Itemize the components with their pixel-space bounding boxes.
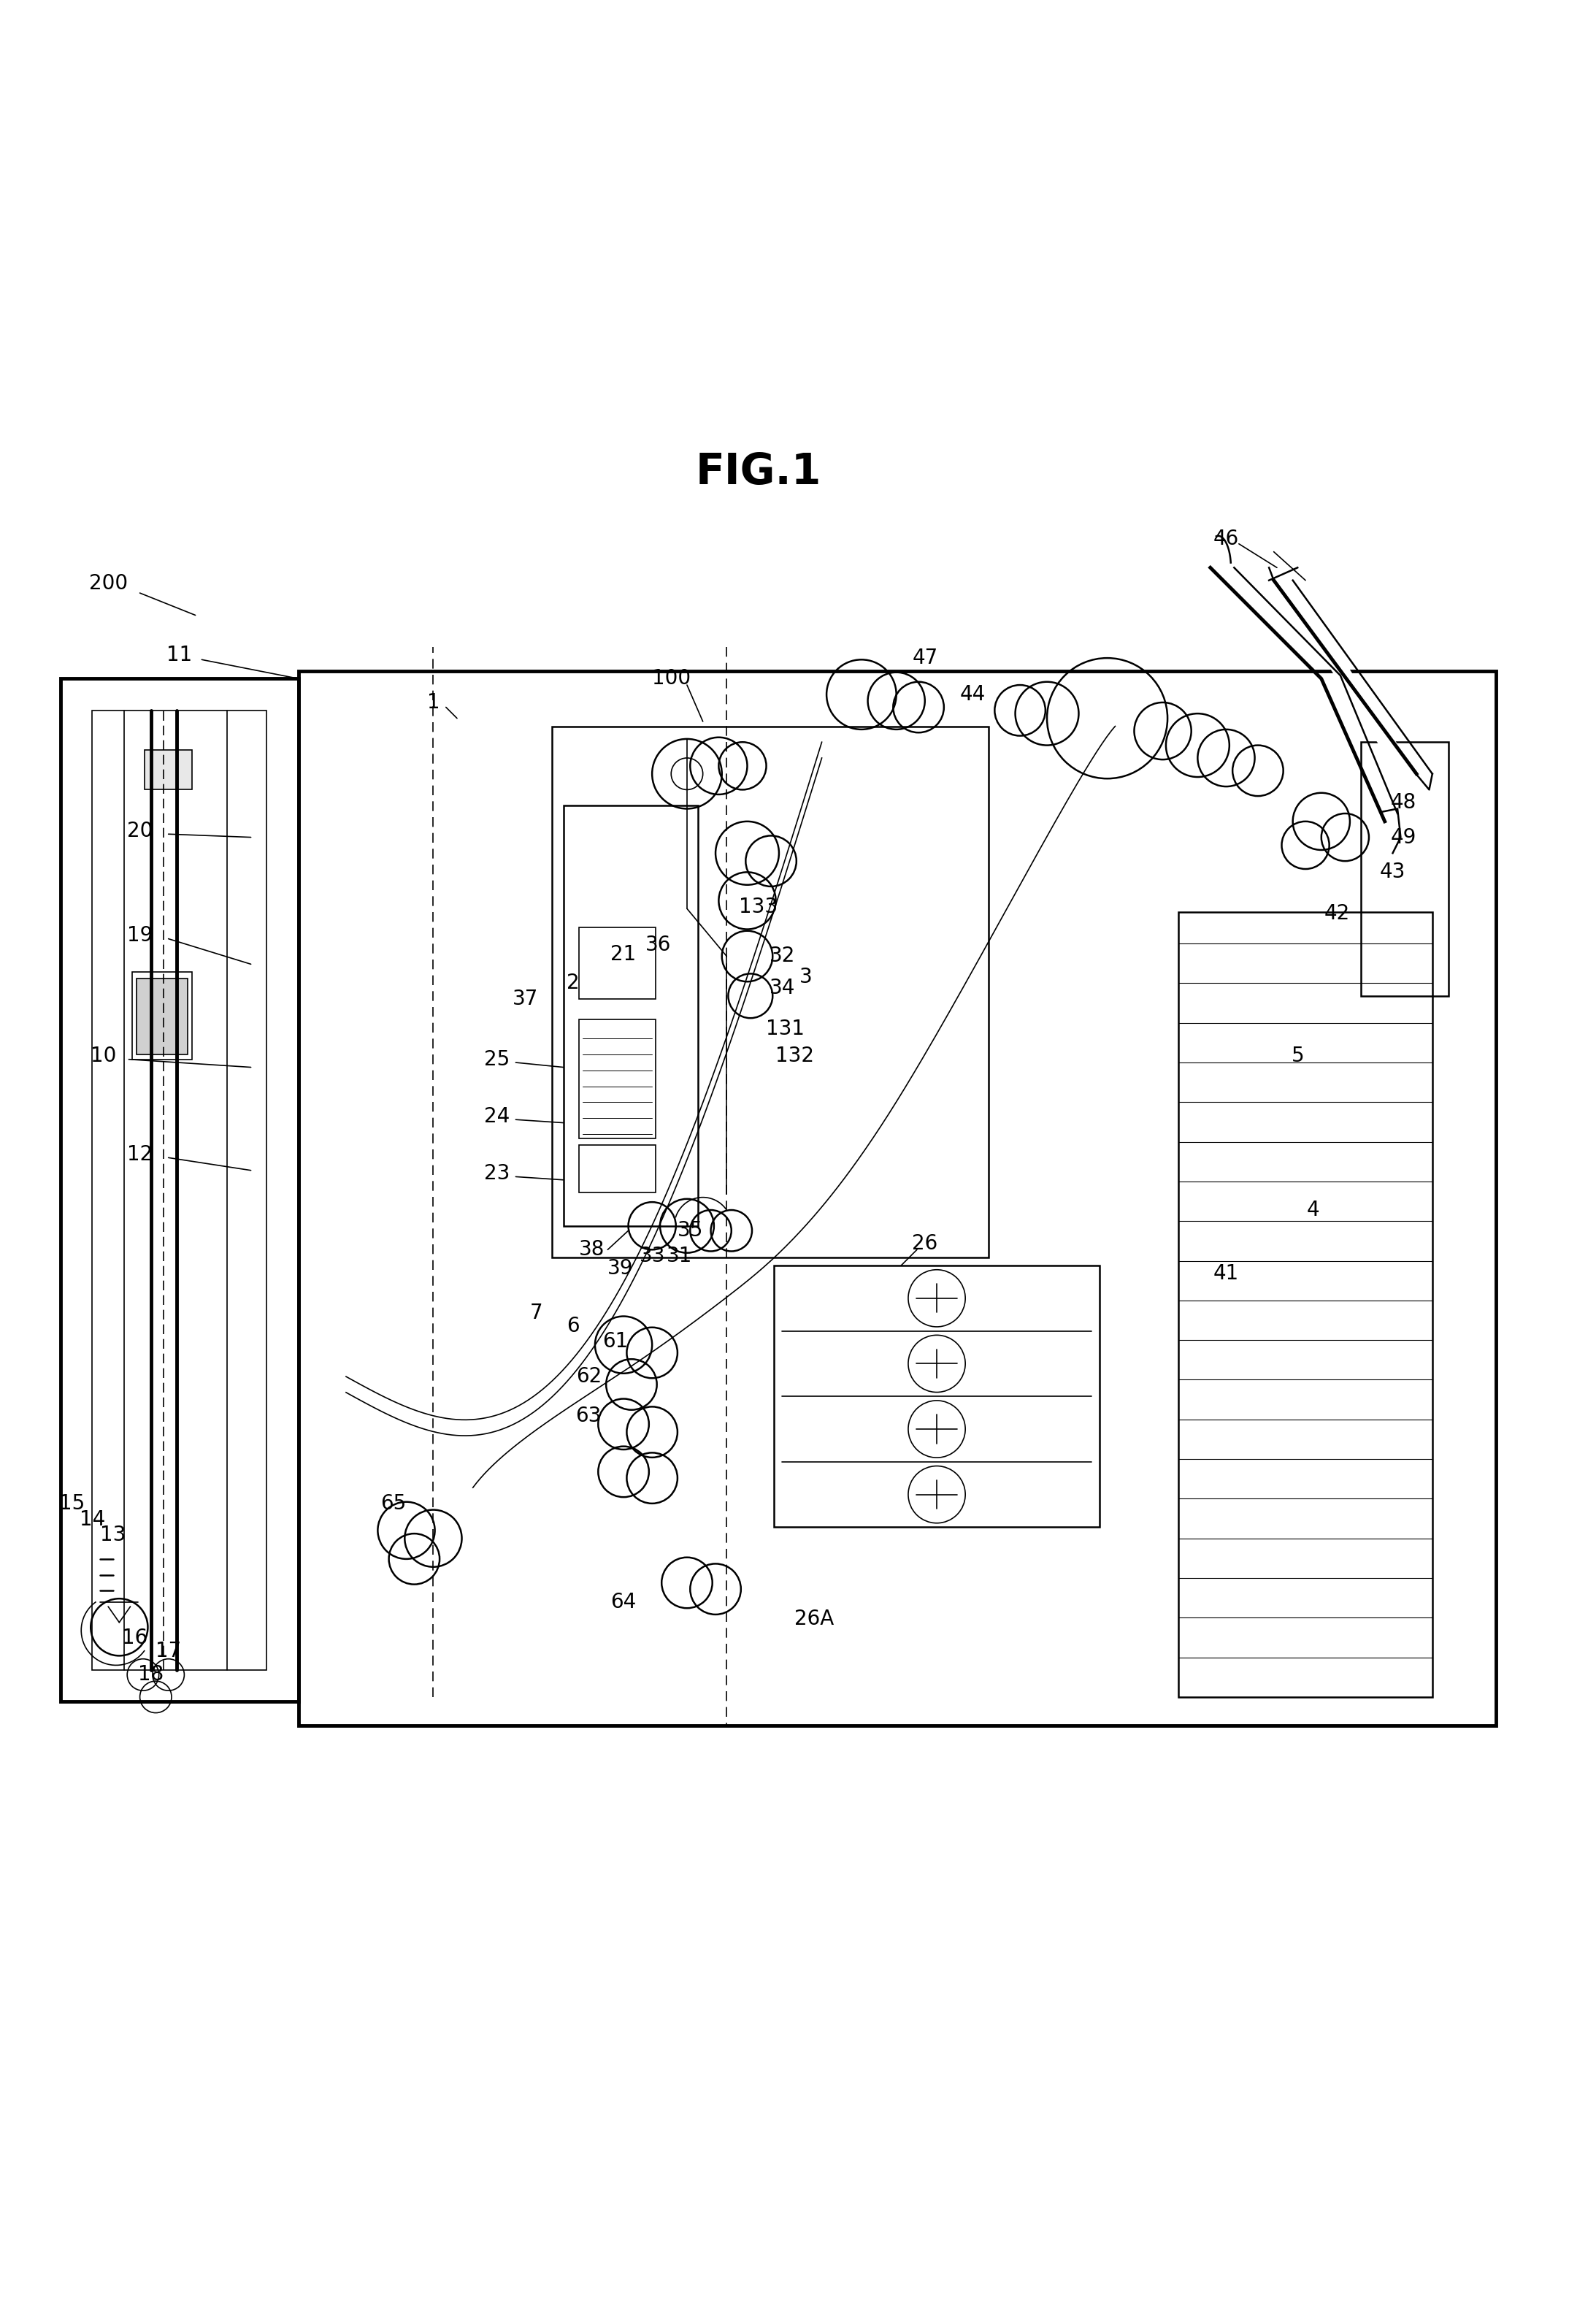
Text: 36: 36 <box>645 935 672 956</box>
Text: 23: 23 <box>484 1164 509 1185</box>
Text: 19: 19 <box>128 926 153 947</box>
Text: 12: 12 <box>128 1145 153 1164</box>
Text: 46: 46 <box>1213 529 1238 550</box>
Text: FIG.1: FIG.1 <box>696 453 822 494</box>
Text: 18: 18 <box>139 1665 164 1686</box>
Text: 39: 39 <box>608 1258 634 1279</box>
Bar <box>61 679 298 1702</box>
Text: 200: 200 <box>89 573 128 593</box>
Text: 131: 131 <box>766 1018 804 1039</box>
Text: 37: 37 <box>512 988 538 1009</box>
Text: 17: 17 <box>155 1642 182 1660</box>
Text: 43: 43 <box>1381 861 1406 882</box>
Text: 33: 33 <box>638 1247 666 1265</box>
Text: 10: 10 <box>91 1046 117 1067</box>
Text: 34: 34 <box>769 977 795 997</box>
Bar <box>1178 912 1432 1697</box>
Bar <box>774 1265 1100 1526</box>
Text: 7: 7 <box>530 1302 543 1323</box>
Text: 61: 61 <box>603 1332 629 1351</box>
Text: 132: 132 <box>776 1046 814 1067</box>
Text: 26: 26 <box>911 1233 938 1254</box>
Bar <box>579 1145 656 1191</box>
Bar <box>1361 741 1448 995</box>
Text: 26A: 26A <box>795 1609 833 1630</box>
Text: 14: 14 <box>80 1510 105 1529</box>
Text: 35: 35 <box>677 1221 704 1240</box>
Text: 64: 64 <box>611 1591 637 1612</box>
Bar <box>579 928 656 1000</box>
Text: 41: 41 <box>1213 1263 1238 1284</box>
Bar <box>298 670 1495 1725</box>
Text: 62: 62 <box>576 1367 602 1388</box>
Text: 31: 31 <box>666 1247 693 1265</box>
Text: 21: 21 <box>611 944 637 965</box>
Text: 13: 13 <box>101 1524 126 1545</box>
Text: 4: 4 <box>1307 1201 1320 1219</box>
Bar <box>145 750 192 790</box>
Text: 1: 1 <box>426 693 439 713</box>
Text: 65: 65 <box>381 1494 407 1515</box>
Text: 42: 42 <box>1325 903 1350 924</box>
Polygon shape <box>1274 580 1417 774</box>
Text: 100: 100 <box>651 667 691 688</box>
Text: 49: 49 <box>1390 827 1417 847</box>
Text: 63: 63 <box>576 1406 602 1427</box>
Bar <box>137 979 187 1055</box>
Text: 48: 48 <box>1392 792 1417 813</box>
Bar <box>132 972 192 1060</box>
Text: 6: 6 <box>567 1316 579 1337</box>
Text: 5: 5 <box>1291 1046 1304 1067</box>
Bar <box>552 727 988 1258</box>
Text: 24: 24 <box>484 1106 509 1127</box>
Bar <box>563 806 697 1226</box>
Text: 20: 20 <box>128 820 153 840</box>
Bar <box>579 1021 656 1138</box>
Text: 11: 11 <box>166 644 193 665</box>
Text: 32: 32 <box>769 947 795 967</box>
Text: 15: 15 <box>59 1494 85 1515</box>
Text: 3: 3 <box>800 967 812 986</box>
Text: 38: 38 <box>579 1240 605 1261</box>
Text: 133: 133 <box>739 896 777 917</box>
Text: 44: 44 <box>959 683 985 704</box>
Text: 47: 47 <box>911 649 938 667</box>
Text: 2: 2 <box>567 972 579 993</box>
Text: 25: 25 <box>484 1048 509 1069</box>
Bar <box>93 711 267 1669</box>
Text: 16: 16 <box>123 1628 148 1649</box>
